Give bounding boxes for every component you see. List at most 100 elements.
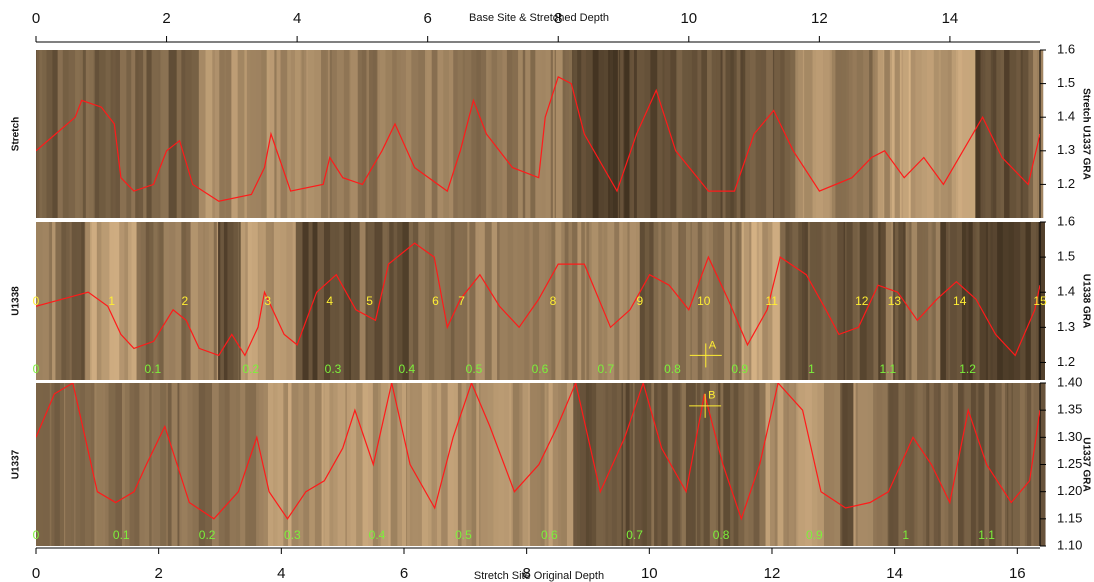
stage-label: 13 (888, 294, 902, 308)
core-stripe (795, 50, 799, 218)
core-stripe (36, 50, 38, 218)
core-stripe (671, 222, 679, 380)
age-label: 0.5 (455, 528, 472, 542)
core-stripe (434, 222, 440, 380)
core-stripe (105, 383, 110, 546)
core-stripe (697, 50, 702, 218)
core-stripe (450, 222, 455, 380)
core-stripe (74, 383, 77, 546)
core-stripe (319, 222, 325, 380)
core-stripe (940, 50, 949, 218)
core-stripe (229, 383, 237, 546)
core-stripe (324, 383, 330, 546)
x-tick-label: 14 (886, 565, 903, 582)
core-stripe (577, 222, 582, 380)
core-stripe (484, 222, 493, 380)
core-stripe (518, 50, 524, 218)
core-stripe (636, 50, 640, 218)
core-stripe (724, 222, 731, 380)
core-stripe (497, 50, 503, 218)
core-stripe (181, 222, 186, 380)
core-stripe (251, 222, 259, 380)
core-stripe (938, 383, 942, 546)
core-stripe (244, 50, 248, 218)
core-stripe (382, 222, 388, 380)
core-stripe (402, 383, 407, 546)
core-stripe (205, 383, 213, 546)
panel-label: U1337 (11, 449, 22, 479)
core-stripe (1031, 383, 1035, 546)
core-stripe (434, 383, 438, 546)
core-stripe (566, 383, 574, 546)
core-stripe (405, 50, 412, 218)
core-stripe (375, 222, 383, 380)
core-stripe (829, 383, 835, 546)
core-stripe (236, 222, 239, 380)
core-stripe (629, 50, 632, 218)
core-stripe (1033, 50, 1038, 218)
core-stripe (738, 383, 745, 546)
axis-label: U1338 GRA (1080, 274, 1091, 328)
core-stripe (283, 383, 285, 546)
core-stripe (558, 383, 562, 546)
core-stripe (665, 222, 673, 380)
core-stripe (437, 383, 442, 546)
core-stripe (350, 50, 359, 218)
core-stripe (792, 222, 799, 380)
core-stripe (1024, 383, 1028, 546)
core-stripe (179, 383, 183, 546)
x-tick-label: 2 (154, 565, 162, 582)
core-stripe (685, 222, 691, 380)
core-stripe (463, 222, 468, 380)
core-stripe (42, 222, 49, 380)
core-stripe (592, 50, 600, 218)
core-stripe (91, 222, 98, 380)
core-stripe (732, 222, 736, 380)
age-label: 0.1 (113, 528, 130, 542)
core-stripe (788, 383, 795, 546)
y-tick-label: 1.2 (1057, 354, 1075, 369)
core-stripe (774, 383, 779, 546)
core-stripe (307, 50, 315, 218)
core-stripe (853, 383, 857, 546)
core-stripe (573, 383, 578, 546)
core-stripe (245, 222, 249, 380)
core-stripe (1008, 383, 1012, 546)
core-stripe (790, 50, 796, 218)
core-stripe (589, 222, 593, 380)
x-tick-label: 4 (293, 10, 301, 27)
core-stripe (767, 222, 773, 380)
x-tick-label: 6 (424, 10, 432, 27)
core-stripe (926, 50, 935, 218)
x-tick-label: 8 (554, 10, 562, 27)
x-tick-label: 4 (277, 565, 285, 582)
core-stripe (121, 383, 126, 546)
core-stripe (577, 50, 582, 218)
core-stripe (328, 50, 331, 218)
age-label: 0.9 (806, 528, 823, 542)
core-stripe (774, 50, 781, 218)
core-stripe (911, 222, 918, 380)
core-stripe (922, 222, 926, 380)
core-stripe (377, 50, 381, 218)
core-stripe (1020, 50, 1024, 218)
core-stripe (786, 383, 790, 546)
core-stripe (873, 383, 878, 546)
core-stripe (350, 383, 357, 546)
core-stripe (517, 222, 525, 380)
core-stripe (507, 222, 514, 380)
core-stripe (407, 383, 411, 546)
core-stripe (848, 50, 853, 218)
core-stripe (412, 383, 419, 546)
core-stripe (876, 383, 883, 546)
core-stripe (708, 222, 714, 380)
core-stripe (512, 50, 515, 218)
core-stripe (555, 50, 564, 218)
core-stripe (479, 50, 482, 218)
core-stripe (261, 50, 268, 218)
core-stripe (481, 50, 487, 218)
core-stripe (867, 383, 874, 546)
core-stripe (486, 50, 489, 218)
core-stripe (314, 50, 322, 218)
core-stripe (662, 50, 665, 218)
